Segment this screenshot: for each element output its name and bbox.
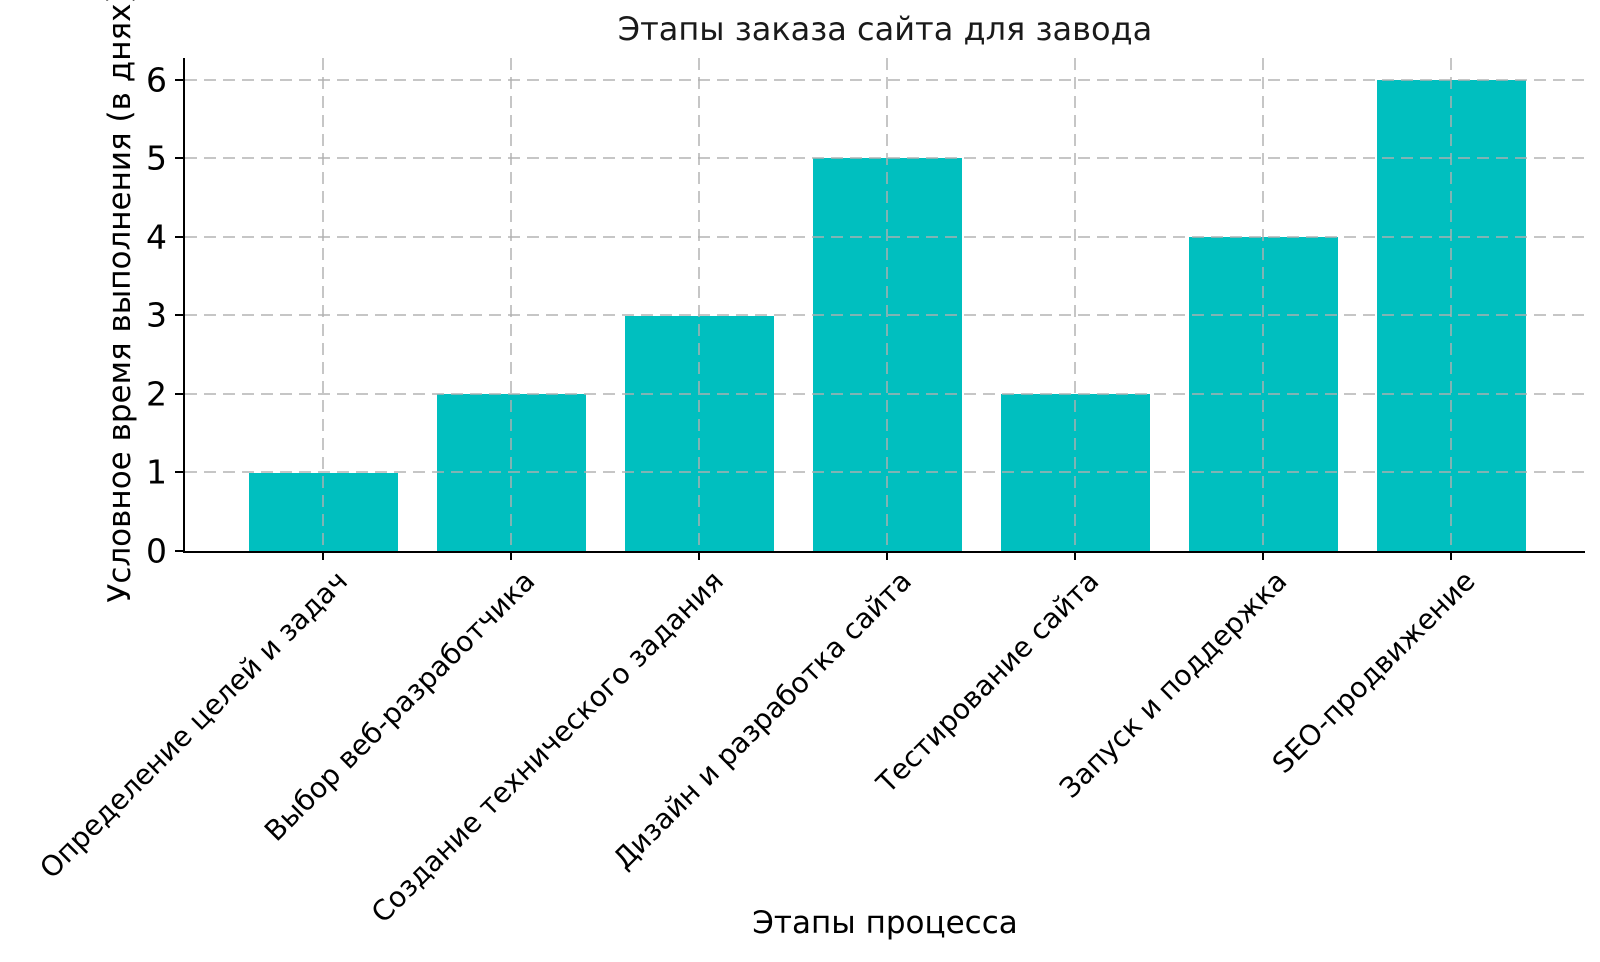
y-gridline <box>185 78 1585 81</box>
y-axis-label: Условное время выполнения (в днях) <box>102 0 138 603</box>
x-tick-mark <box>1074 551 1076 560</box>
y-gridline <box>185 235 1585 238</box>
y-tick-mark <box>175 392 184 395</box>
y-tick-mark <box>175 471 184 474</box>
x-tick-mark <box>1262 551 1264 560</box>
y-gridline <box>185 314 1585 317</box>
y-tick-label: 0 <box>146 531 167 571</box>
plot-area: 0 1 2 3 4 5 6 Определение целей и задач Выбор ве… <box>33 58 1585 929</box>
y-gridline <box>185 392 1585 395</box>
x-gridline <box>322 58 324 551</box>
x-tick-mark <box>1450 551 1452 560</box>
x-axis-label: Этапы процесса <box>752 905 1018 941</box>
x-gridline <box>510 58 512 551</box>
y-tick-label: 5 <box>146 138 167 178</box>
y-gridline <box>185 471 1585 474</box>
category-label: Определение целей и задач <box>33 564 354 885</box>
x-tick-mark <box>886 551 888 560</box>
category-label: Создание технического задания <box>364 564 730 930</box>
x-tick-mark <box>698 551 700 560</box>
x-gridline <box>1074 58 1076 551</box>
x-tick-mark <box>322 551 324 560</box>
y-tick-label: 6 <box>146 60 167 100</box>
x-axis-spine <box>183 551 1585 553</box>
x-tick-mark <box>510 551 512 560</box>
y-gridline <box>185 157 1585 160</box>
y-axis-spine <box>183 58 185 553</box>
x-gridline <box>698 58 700 551</box>
y-tick-label: 2 <box>146 374 167 414</box>
x-gridline <box>886 58 888 551</box>
y-tick-mark <box>175 78 184 81</box>
category-label: Дизайн и разработка сайта <box>606 564 918 876</box>
x-gridline <box>1262 58 1264 551</box>
x-gridline <box>1450 58 1452 551</box>
y-tick-mark <box>175 235 184 238</box>
y-tick-mark <box>175 314 184 317</box>
category-label: SEO-продвижение <box>1266 564 1482 780</box>
chart-title: Этапы заказа сайта для завода <box>617 10 1153 48</box>
y-tick-label: 3 <box>146 295 167 335</box>
y-tick-mark <box>175 550 184 552</box>
y-tick-label: 4 <box>146 217 167 257</box>
y-tick-mark <box>175 157 184 160</box>
y-tick-label: 1 <box>146 452 167 492</box>
